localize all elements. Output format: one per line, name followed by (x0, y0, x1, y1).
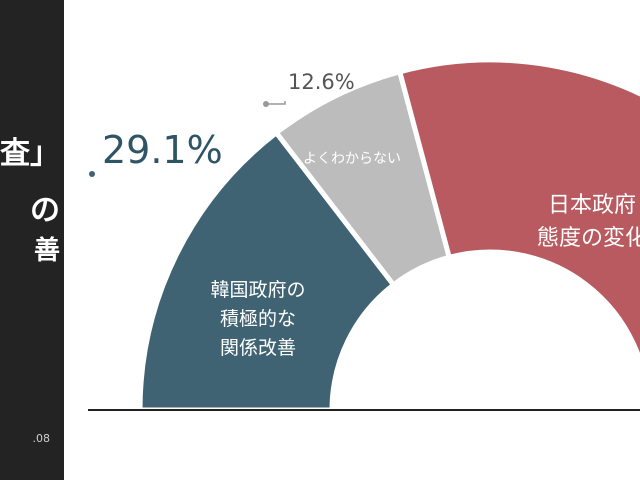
panel-date: .08 (32, 432, 51, 445)
slice-label-3-line-1: 日本政府 (548, 193, 636, 218)
value-label-marker-1 (89, 171, 95, 177)
slice-label-1-line-2: 積極的な (220, 308, 296, 330)
slice-label-2-line-1: よくわからない (303, 151, 401, 167)
slice-label-3-line-2: 態度の変化 (537, 226, 640, 251)
slice-label-1-line-3: 関係改善 (220, 337, 296, 359)
pie-slice-1 (137, 129, 398, 413)
value-label-leader-2 (266, 101, 286, 105)
side-title-panel: 査」 の 善 .08 (0, 0, 64, 480)
value-label-1: 29.1% (102, 128, 223, 172)
value-label-2: 12.6% (288, 70, 355, 94)
pie-slice-3 (396, 57, 640, 370)
panel-title-line-1: 査」 (0, 136, 60, 171)
slice-label-1-line-1: 韓国政府の (210, 279, 305, 301)
panel-title-line-3: 善 (33, 236, 60, 266)
panel-title-line-2: の (30, 193, 60, 228)
